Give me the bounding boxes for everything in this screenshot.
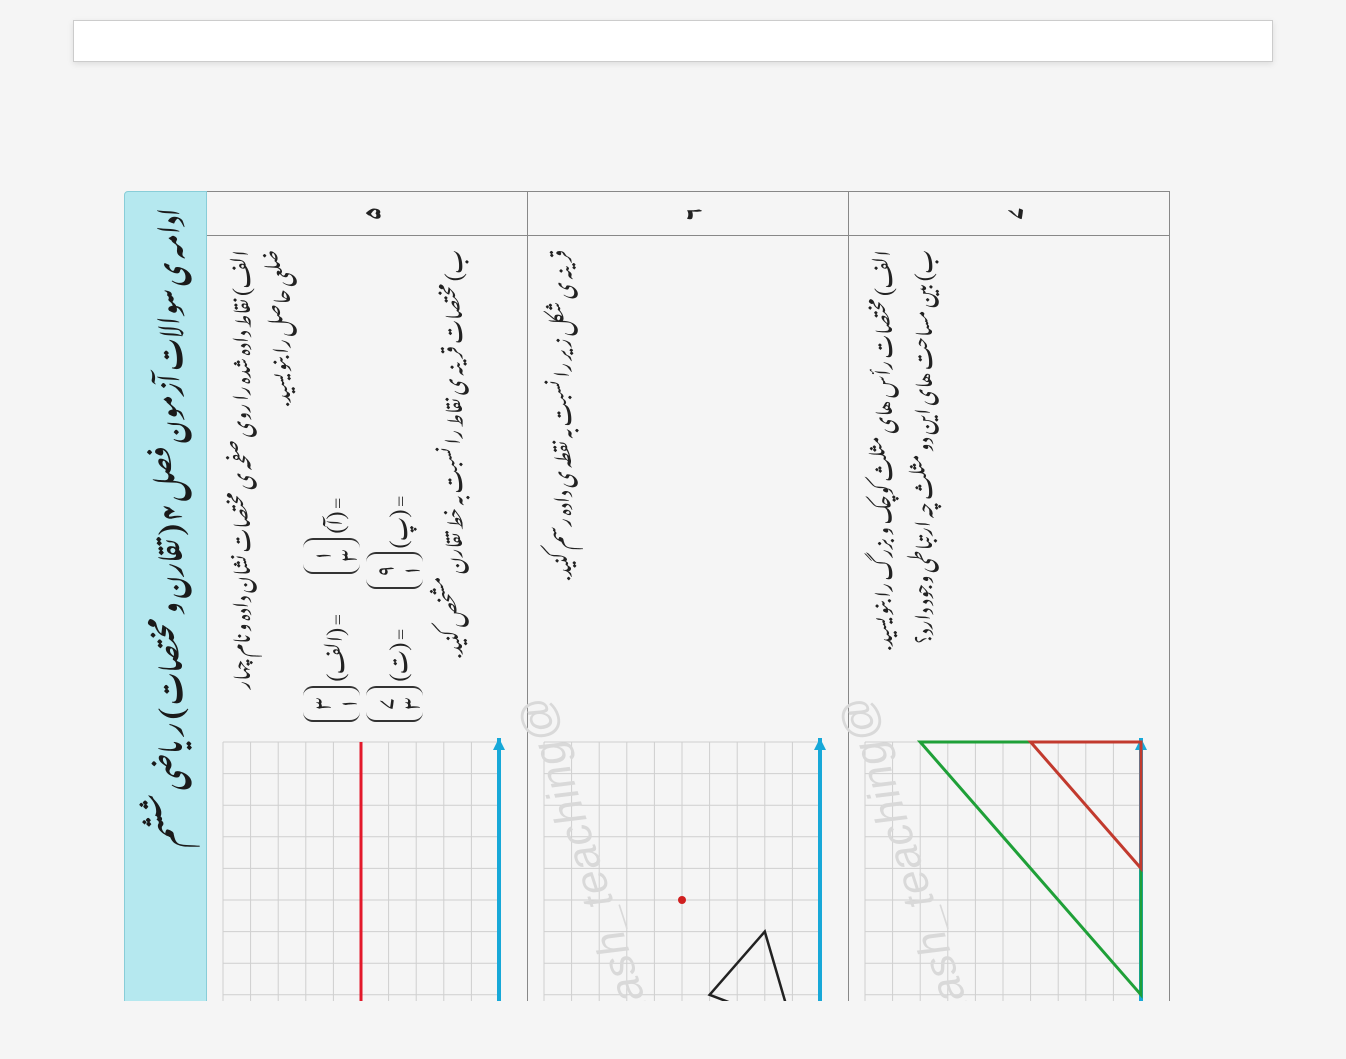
- question-number: ۷: [849, 192, 1169, 236]
- q5-grid: [217, 736, 517, 1001]
- q7-grid: [859, 736, 1159, 1001]
- q5-coord-row1: ۳۱ (الف) = ۱۳ (آ) =: [303, 290, 360, 722]
- question-6: ۶ @niktash_teaching قرینه ی شکل زیر را ن…: [528, 191, 849, 1001]
- page: ادامه ی سوالات آزمون فصل ۴ ( تقارن و مخت…: [73, 20, 1273, 62]
- q6-text: قرینه ی شکل زیر را نسبت به نقطه ی داده ر…: [538, 250, 578, 722]
- q5-part-b: ب) مختصات قرینه ی نقاط را نسبت به خط تقا…: [429, 250, 469, 722]
- question-body: الف) نقاط داده شده را روی صفحه ی مختصات …: [207, 236, 527, 1001]
- question-body: @niktash_teaching قرینه ی شکل زیر را نسب…: [528, 236, 848, 1001]
- coord-pe: ۹۱ (پ) =: [366, 496, 423, 589]
- q6-grid: [538, 736, 838, 1001]
- question-body: @niktash_teaching الف) مختصات رأس های مث…: [849, 236, 1169, 1001]
- question-number: ۶: [528, 192, 848, 236]
- rotation-viewport: ادامه ی سوالات آزمون فصل ۴ ( تقارن و مخت…: [94, 41, 1294, 1001]
- worksheet: ادامه ی سوالات آزمون فصل ۴ ( تقارن و مخت…: [124, 191, 1170, 1001]
- rotated-sheet: ادامه ی سوالات آزمون فصل ۴ ( تقارن و مخت…: [124, 191, 1264, 1001]
- question-5: ۵ الف) نقاط داده شده را روی صفحه ی مختصا…: [207, 191, 528, 1001]
- page-title: ادامه ی سوالات آزمون فصل ۴ ( تقارن و مخت…: [124, 191, 207, 1001]
- q7-part-b: ب) بین مساحت های این دو مثلث چه ارتباطی …: [899, 250, 939, 722]
- coord-te: ۷۳ (ت) =: [366, 629, 423, 722]
- question-7: ۷ @niktash_teaching الف) مختصات رأس های …: [849, 191, 1170, 1001]
- q5-part-a: الف) نقاط داده شده را روی صفحه ی مختصات …: [217, 250, 297, 722]
- coord-aa: ۱۳ (آ) =: [303, 498, 360, 574]
- question-number: ۵: [207, 192, 527, 236]
- q5-coord-row2: ۷۳ (ت) = ۹۱ (پ) =: [366, 290, 423, 722]
- q7-part-a: الف) مختصات رأس های مثلث کوچک و بزرگ را …: [859, 250, 899, 722]
- coord-alef: ۳۱ (الف) =: [303, 614, 360, 722]
